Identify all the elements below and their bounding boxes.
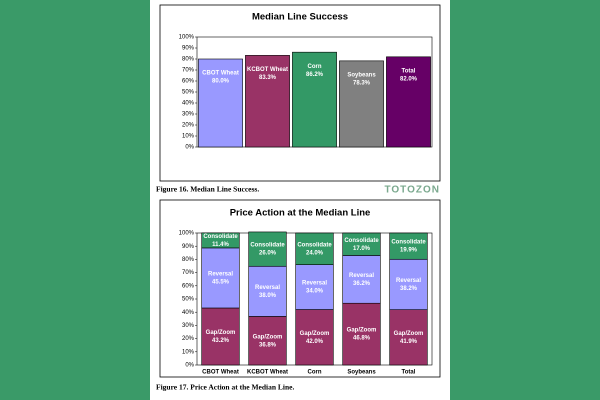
data-label: 83.3% [259,75,277,81]
y-tick-label: 10% [182,134,195,140]
y-tick-label: 40% [182,310,195,316]
bar-category-label: Soybeans [347,72,376,78]
x-tick-label: Total [402,370,416,376]
y-tick-label: 20% [182,336,195,342]
segment-name: Consolidate [250,243,285,249]
data-label: 78.3% [353,80,371,86]
bar-segment [342,232,381,256]
bar-category-label: Total [402,68,416,74]
y-tick-label: 90% [182,244,195,250]
bar [386,56,431,148]
data-label: 42.0% [306,339,324,345]
chart-title: Price Action at the Median Line [230,208,371,219]
x-tick-label: Corn [308,370,322,376]
bar-segment [342,255,381,304]
data-label: 26.0% [259,251,277,257]
watermark: TOTOZON [384,185,440,196]
bar-segment [248,316,287,366]
data-label: 34.0% [306,289,324,295]
y-tick-label: 10% [182,349,195,355]
bar-segment [389,309,428,366]
y-tick-label: 30% [182,323,195,329]
data-label: 36.2% [353,281,371,287]
caption: Figure 16. Median Line Success. [156,185,259,194]
segment-name: Reversal [208,272,233,278]
segment-name: Reversal [255,285,280,291]
data-label: 38.0% [259,293,277,299]
y-tick-label: 50% [182,90,195,96]
y-tick-label: 40% [182,101,195,107]
segment-name: Reversal [302,281,327,287]
segment-name: Gap/Zoom [300,331,330,337]
bar-segment [201,307,240,366]
bar [339,60,384,148]
y-tick-label: 100% [179,231,195,237]
data-label: 24.0% [306,250,324,256]
data-label: 38.2% [400,286,418,292]
segment-name: Gap/Zoom [206,330,236,336]
bar-segment [389,258,428,310]
bar-segment [295,264,334,310]
bar-segment [295,309,334,366]
y-tick-label: 80% [182,257,195,263]
data-label: 41.9% [400,339,418,345]
bar-category-label: CBOT Wheat [202,71,239,77]
bar-segment [342,302,381,366]
bar-segment [201,247,240,309]
segment-name: Consolidate [203,234,238,240]
data-label: 86.2% [306,72,324,78]
segment-name: Gap/Zoom [253,334,283,340]
y-tick-label: 80% [182,57,195,63]
data-label: 45.5% [212,280,230,286]
bar-segment [201,232,240,249]
y-tick-label: 90% [182,46,195,52]
bar-segment [248,265,287,317]
data-label: 82.0% [400,76,418,82]
data-label: 11.4% [212,242,229,248]
y-tick-label: 60% [182,79,195,85]
y-tick-label: 0% [185,363,194,369]
data-label: 19.9% [400,248,418,254]
bar [198,58,243,148]
bar-category-label: Corn [308,64,322,70]
segment-name: Reversal [349,273,374,279]
x-tick-label: KCBOT Wheat [247,370,288,376]
segment-name: Reversal [396,278,421,284]
data-label: 80.0% [212,79,230,85]
y-tick-label: 70% [182,68,195,74]
x-tick-label: Soybeans [347,370,376,376]
data-label: 36.8% [259,342,277,348]
x-tick-label: CBOT Wheat [202,370,239,376]
y-tick-label: 0% [185,145,194,151]
bar-segment [248,231,287,267]
segment-name: Consolidate [297,242,332,248]
data-label: 43.2% [212,338,230,344]
caption: Figure 17. Price Action at the Median Li… [156,383,295,392]
segment-name: Gap/Zoom [347,328,377,334]
segment-name: Consolidate [344,238,379,244]
data-label: 46.8% [353,336,371,342]
chart-title: Median Line Success [252,12,348,23]
y-tick-label: 20% [182,123,195,129]
bar [292,51,337,148]
bar-category-label: KCBOT Wheat [247,67,288,73]
y-tick-label: 60% [182,283,195,289]
y-tick-label: 100% [179,35,195,41]
y-tick-label: 70% [182,270,195,276]
segment-name: Gap/Zoom [394,331,424,337]
y-tick-label: 50% [182,297,195,303]
bar-segment [295,232,334,265]
segment-name: Consolidate [391,240,426,246]
bar [245,55,290,148]
bar-segment [389,232,428,260]
y-tick-label: 30% [182,112,195,118]
data-label: 17.0% [353,246,371,252]
